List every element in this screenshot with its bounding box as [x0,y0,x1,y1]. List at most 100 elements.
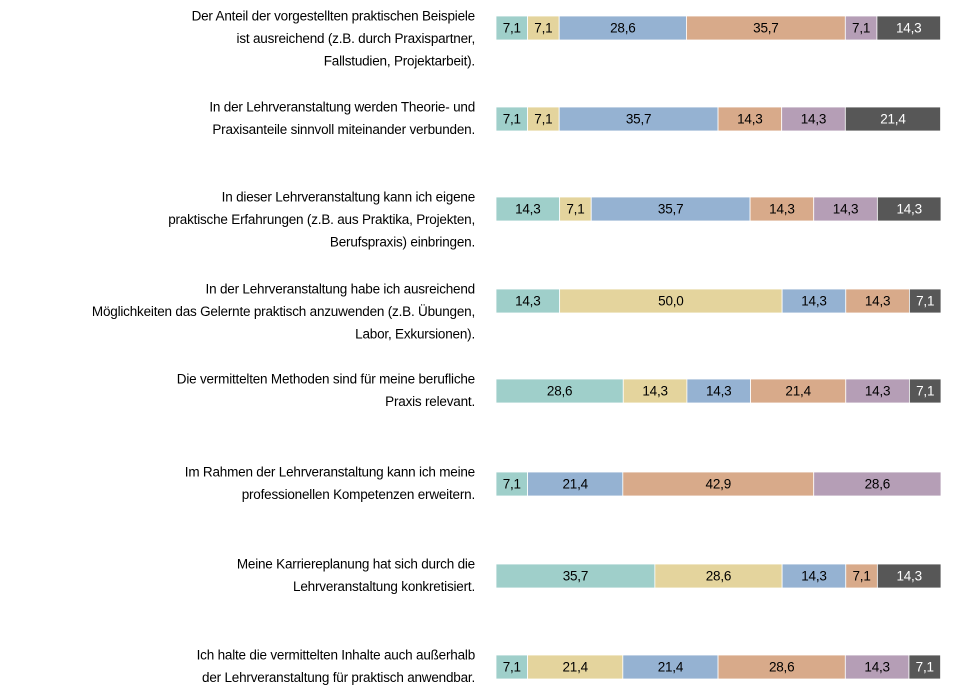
value-label: 14,3 [896,21,921,36]
category-label: praktische Erfahrungen (z.B. aus Praktik… [168,212,475,227]
bar-segment [844,654,910,680]
bar-segment [908,654,941,680]
category-label: Praxis relevant. [385,394,475,409]
value-label: 35,7 [626,112,651,127]
category-label: In der Lehrveranstaltung werden Theorie-… [209,100,475,115]
category-label: professionellen Kompetenzen erweitern. [242,487,475,502]
value-label: 7,1 [503,477,521,492]
category-label: Im Rahmen der Lehrveranstaltung kann ich… [185,465,475,480]
bar-segment [495,288,561,314]
value-label: 7,1 [566,202,584,217]
bar-segment [558,106,719,132]
bar-segment [527,15,560,41]
value-label: 7,1 [916,660,934,675]
category-label: In dieser Lehrveranstaltung kann ich eig… [222,190,475,205]
category-label: In der Lehrveranstaltung habe ich ausrei… [206,282,475,297]
bar-segment [622,378,688,404]
bar-segment [876,196,942,222]
bar-segment [844,15,878,41]
value-label: 42,9 [706,477,731,492]
category-label: Praxisanteile sinnvoll miteinander verbu… [212,122,475,137]
bar-segment [845,563,878,589]
value-label: 14,3 [833,202,858,217]
bar-segment [813,196,878,222]
value-label: 7,1 [534,21,552,36]
category-label: Lehrveranstaltung konkretisiert. [293,579,475,594]
category-label: Meine Karriereplanung hat sich durch die [237,557,475,572]
bar-segment [909,288,942,314]
bar-segment [845,288,910,314]
bar-segment [527,106,560,132]
value-label: 21,4 [658,660,684,675]
bar-segment [876,15,941,41]
value-label: 21,4 [562,660,588,675]
category-label: Ich halte die vermittelten Inhalte auch … [197,648,475,663]
value-label: 14,3 [515,202,540,217]
bar-segment [495,15,528,41]
bar-segment [781,288,847,314]
bar-segment [527,654,624,680]
value-label: 7,1 [916,294,934,309]
value-label: 14,3 [801,294,826,309]
value-label: 14,3 [737,112,762,127]
bar-segment [717,106,783,132]
value-label: 14,3 [865,294,890,309]
bar-segment [750,378,847,404]
category-label: Labor, Exkursionen). [355,327,475,342]
value-label: 7,1 [503,21,521,36]
value-label: 14,3 [801,569,826,584]
value-label: 14,3 [896,202,921,217]
bar-segment [717,654,846,680]
bar-segment [495,563,656,589]
category-label: Die vermittelten Methoden sind für meine… [177,372,475,387]
value-label: 28,6 [706,569,731,584]
bar-segment [559,288,783,314]
value-label: 14,3 [865,384,890,399]
value-label: 7,1 [534,112,552,127]
category-label: Der Anteil der vorgestellten praktischen… [192,9,475,24]
value-label: 28,6 [547,384,572,399]
bar-segment [876,563,942,589]
bar-segment [781,563,847,589]
bar-segment [527,471,624,497]
category-label: Berufspraxis) einbringen. [330,235,475,250]
category-label: Möglichkeiten das Gelernte praktisch anz… [92,304,475,319]
value-label: 14,3 [706,384,731,399]
bar-segment [813,471,942,497]
value-label: 7,1 [852,21,870,36]
bar-segment [845,378,910,404]
bar-segment [654,563,783,589]
bar-segment [622,654,719,680]
category-label: ist ausreichend (z.B. durch Praxispartne… [237,31,475,46]
value-label: 7,1 [503,660,521,675]
value-label: 14,3 [769,202,794,217]
bar-segment [844,106,941,132]
bar-segment [558,15,687,41]
value-label: 35,7 [658,202,683,217]
value-label: 35,7 [753,21,778,36]
bar-segment [909,378,942,404]
value-label: 7,1 [852,569,870,584]
value-label: 50,0 [658,294,683,309]
value-label: 14,3 [515,294,540,309]
value-label: 21,4 [562,477,588,492]
value-label: 7,1 [503,112,521,127]
category-label: Fallstudien, Projektarbeit). [324,54,475,69]
value-label: 35,7 [563,569,588,584]
value-label: 14,3 [896,569,921,584]
value-label: 14,3 [801,112,826,127]
value-label: 28,6 [865,477,890,492]
value-label: 14,3 [642,384,667,399]
bar-segment [495,196,561,222]
value-label: 28,6 [610,21,635,36]
value-label: 28,6 [769,660,794,675]
bar-segment [495,106,528,132]
bar-segment [559,196,592,222]
bar-segment [749,196,815,222]
category-label: der Lehrveranstaltung für praktisch anwe… [202,670,475,685]
value-label: 7,1 [916,384,934,399]
value-label: 21,4 [880,112,906,127]
value-label: 14,3 [864,660,889,675]
value-label: 21,4 [785,384,811,399]
